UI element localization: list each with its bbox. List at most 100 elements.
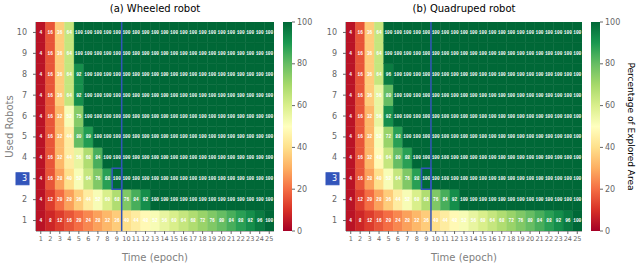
svg-text:100: 100 xyxy=(507,72,515,77)
svg-text:100: 100 xyxy=(199,114,207,119)
svg-text:60: 60 xyxy=(171,218,177,223)
svg-text:100: 100 xyxy=(84,114,92,119)
svg-text:100: 100 xyxy=(545,155,553,160)
svg-text:100: 100 xyxy=(170,93,178,98)
svg-text:100: 100 xyxy=(227,155,235,160)
svg-text:100: 100 xyxy=(554,72,562,77)
svg-text:100: 100 xyxy=(535,30,543,35)
svg-text:0: 0 xyxy=(297,227,302,236)
svg-text:100: 100 xyxy=(160,30,168,35)
svg-text:16: 16 xyxy=(48,72,54,77)
svg-text:100: 100 xyxy=(189,51,197,56)
svg-text:44: 44 xyxy=(67,155,73,160)
svg-text:8: 8 xyxy=(22,70,27,79)
svg-text:21: 21 xyxy=(227,235,235,243)
svg-text:100: 100 xyxy=(208,30,216,35)
svg-text:11: 11 xyxy=(441,235,449,243)
svg-text:100: 100 xyxy=(469,93,477,98)
svg-text:100: 100 xyxy=(208,176,216,181)
svg-text:100: 100 xyxy=(573,155,581,160)
svg-text:100: 100 xyxy=(141,134,149,139)
svg-text:100: 100 xyxy=(208,114,216,119)
svg-text:100: 100 xyxy=(122,114,130,119)
svg-text:100: 100 xyxy=(132,114,140,119)
svg-text:100: 100 xyxy=(441,30,449,35)
svg-text:56: 56 xyxy=(162,218,168,223)
svg-text:100: 100 xyxy=(526,134,534,139)
svg-text:100: 100 xyxy=(218,155,226,160)
svg-text:100: 100 xyxy=(218,51,226,56)
svg-text:4: 4 xyxy=(349,30,352,35)
svg-text:4: 4 xyxy=(39,30,42,35)
svg-text:100: 100 xyxy=(605,18,620,27)
svg-text:100: 100 xyxy=(180,176,188,181)
svg-text:52: 52 xyxy=(152,218,158,223)
svg-text:4: 4 xyxy=(39,114,42,119)
svg-text:13: 13 xyxy=(151,235,159,243)
svg-text:100: 100 xyxy=(208,155,216,160)
svg-text:100: 100 xyxy=(488,93,496,98)
svg-text:2: 2 xyxy=(358,235,362,243)
svg-text:100: 100 xyxy=(479,176,487,181)
svg-text:92: 92 xyxy=(76,93,82,98)
svg-text:100: 100 xyxy=(517,51,525,56)
svg-text:100: 100 xyxy=(517,114,525,119)
svg-text:80: 80 xyxy=(386,93,392,98)
svg-text:16: 16 xyxy=(357,176,363,181)
svg-text:100: 100 xyxy=(227,176,235,181)
svg-text:100: 100 xyxy=(526,155,534,160)
svg-text:100: 100 xyxy=(422,72,430,77)
svg-text:100: 100 xyxy=(432,176,440,181)
svg-text:100: 100 xyxy=(573,197,581,202)
svg-text:100: 100 xyxy=(507,114,515,119)
svg-text:12: 12 xyxy=(450,235,458,243)
svg-text:100: 100 xyxy=(573,176,581,181)
svg-text:100: 100 xyxy=(554,176,562,181)
svg-text:100: 100 xyxy=(422,93,430,98)
svg-text:64: 64 xyxy=(67,93,73,98)
svg-text:11: 11 xyxy=(132,235,140,243)
svg-text:2: 2 xyxy=(332,195,337,204)
svg-text:100: 100 xyxy=(413,51,421,56)
svg-text:100: 100 xyxy=(170,176,178,181)
svg-text:84: 84 xyxy=(95,155,101,160)
svg-text:3: 3 xyxy=(58,235,62,243)
svg-text:100: 100 xyxy=(246,114,254,119)
svg-text:44: 44 xyxy=(442,218,448,223)
svg-text:16: 16 xyxy=(357,30,363,35)
svg-text:100: 100 xyxy=(75,51,83,56)
svg-text:40: 40 xyxy=(433,218,439,223)
svg-text:100: 100 xyxy=(218,93,226,98)
svg-text:100: 100 xyxy=(170,51,178,56)
svg-text:100: 100 xyxy=(545,72,553,77)
svg-text:84: 84 xyxy=(133,197,139,202)
svg-text:1: 1 xyxy=(22,216,27,225)
svg-text:100: 100 xyxy=(265,51,273,56)
svg-text:6: 6 xyxy=(22,112,27,121)
svg-text:76: 76 xyxy=(405,176,411,181)
svg-text:48: 48 xyxy=(143,218,149,223)
svg-text:16: 16 xyxy=(48,114,54,119)
svg-text:12: 12 xyxy=(367,218,373,223)
svg-text:100: 100 xyxy=(384,30,392,35)
svg-text:12: 12 xyxy=(48,197,54,202)
svg-text:100: 100 xyxy=(189,155,197,160)
svg-text:100: 100 xyxy=(237,155,245,160)
svg-text:4: 4 xyxy=(67,235,71,243)
svg-text:100: 100 xyxy=(103,30,111,35)
svg-text:1: 1 xyxy=(332,216,337,225)
svg-text:64: 64 xyxy=(181,218,187,223)
svg-text:60: 60 xyxy=(480,218,486,223)
svg-text:100: 100 xyxy=(469,114,477,119)
svg-text:92: 92 xyxy=(76,72,82,77)
svg-text:56: 56 xyxy=(76,155,82,160)
svg-text:16: 16 xyxy=(48,93,54,98)
svg-text:76: 76 xyxy=(433,197,439,202)
svg-text:100: 100 xyxy=(180,114,188,119)
svg-text:Percentage of Explored Area: Percentage of Explored Area xyxy=(626,62,632,190)
svg-text:92: 92 xyxy=(247,218,253,223)
svg-text:100: 100 xyxy=(237,30,245,35)
svg-text:100: 100 xyxy=(498,93,506,98)
svg-text:100: 100 xyxy=(265,218,273,223)
svg-text:64: 64 xyxy=(395,176,401,181)
